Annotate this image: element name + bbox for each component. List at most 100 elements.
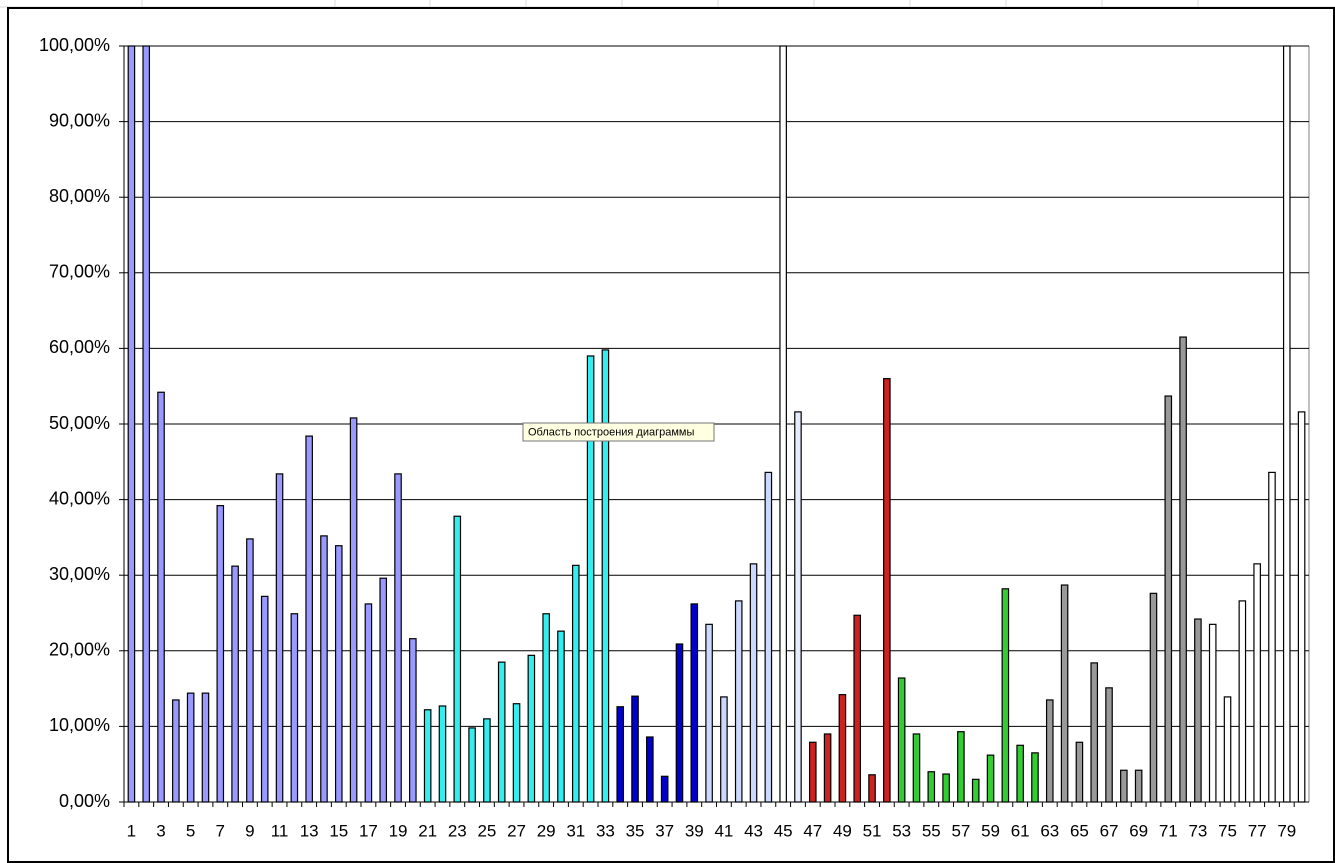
x-tick-label: 5	[186, 821, 195, 840]
bar	[527, 654, 536, 803]
bar	[971, 778, 980, 803]
bar	[1297, 411, 1306, 803]
bar	[601, 349, 610, 803]
bar	[290, 613, 299, 803]
bar	[1045, 699, 1054, 803]
bar	[542, 613, 550, 803]
bar	[1268, 471, 1276, 803]
bar	[305, 435, 313, 803]
bar	[868, 774, 876, 803]
bar	[838, 694, 847, 803]
bar	[779, 45, 787, 803]
tooltip-box	[522, 422, 715, 442]
x-tick-label: 57	[951, 821, 970, 840]
bar	[705, 623, 713, 803]
bar	[157, 391, 165, 803]
bar	[453, 515, 462, 803]
bar	[320, 535, 328, 803]
bar	[764, 471, 773, 803]
bar	[808, 741, 817, 803]
x-tick-label: 43	[744, 821, 763, 840]
bar	[571, 564, 580, 803]
x-tick-label: 47	[803, 821, 822, 840]
x-tick-label: 25	[477, 821, 496, 840]
x-tick-label: 35	[626, 821, 645, 840]
bar	[883, 378, 891, 803]
y-tick-label: 0,00%	[59, 791, 110, 811]
bar	[497, 661, 506, 803]
x-tick-label: 51	[863, 821, 882, 840]
x-tick-label: 61	[1011, 821, 1030, 840]
bar	[142, 45, 151, 803]
bar	[1001, 588, 1010, 803]
x-tick-label: 67	[1100, 821, 1119, 840]
bar	[749, 563, 758, 803]
bar	[1238, 600, 1247, 803]
bar	[986, 754, 995, 803]
x-tick-label: 9	[245, 821, 254, 840]
bar	[186, 692, 195, 803]
bar	[957, 731, 965, 803]
x-tick-label: 17	[359, 821, 378, 840]
x-tick-label: 71	[1159, 821, 1178, 840]
sheet-grid	[0, 0, 1335, 8]
x-tick-label: 69	[1129, 821, 1148, 840]
x-tick-label: 13	[300, 821, 319, 840]
y-tick-label: 90,00%	[49, 110, 110, 130]
bar	[512, 703, 521, 803]
bar	[675, 643, 684, 803]
tooltip-text: Область построения диаграммы	[528, 426, 694, 438]
y-tick-label: 80,00%	[49, 186, 110, 206]
bar	[646, 736, 654, 803]
x-tick-label: 31	[566, 821, 585, 840]
x-tick-label: 53	[892, 821, 911, 840]
bar	[1090, 662, 1099, 803]
bar	[794, 411, 802, 803]
x-tick-label: 49	[833, 821, 852, 840]
y-tick-label: 20,00%	[49, 640, 110, 660]
x-tick-label: 37	[655, 821, 674, 840]
bar	[483, 718, 491, 803]
x-tick-label: 3	[156, 821, 165, 840]
bar	[423, 709, 432, 803]
bar	[1060, 584, 1069, 803]
x-tick-label: 15	[329, 821, 348, 840]
y-tick-label: 60,00%	[49, 337, 110, 357]
x-tick-label: 39	[685, 821, 704, 840]
x-tick-label: 63	[1040, 821, 1059, 840]
bar	[1075, 741, 1084, 803]
bar	[1223, 696, 1232, 803]
bar	[734, 600, 743, 803]
tooltip: Область построения диаграммы	[522, 422, 715, 442]
x-tick-label: 41	[714, 821, 733, 840]
bar	[912, 733, 921, 803]
x-tick-label: 11	[271, 821, 289, 840]
bar	[1016, 744, 1024, 803]
bar	[1105, 687, 1113, 803]
y-tick-label: 10,00%	[49, 715, 110, 735]
bar	[942, 773, 950, 803]
bar	[1134, 769, 1143, 803]
bar	[379, 577, 388, 803]
bar	[690, 603, 699, 803]
bar	[409, 638, 417, 803]
y-tick-label: 40,00%	[49, 488, 110, 508]
bar	[364, 603, 373, 803]
bar	[557, 630, 565, 803]
bar	[127, 45, 136, 803]
bar	[631, 695, 639, 803]
bar	[231, 565, 239, 803]
y-tick-label: 30,00%	[49, 564, 110, 584]
x-tick-label: 79	[1277, 821, 1296, 840]
bar	[1120, 769, 1128, 803]
bar	[1149, 592, 1158, 803]
bar	[1179, 336, 1187, 803]
x-tick-label: 59	[981, 821, 1000, 840]
bar	[349, 417, 358, 803]
bar	[394, 473, 402, 803]
x-tick-label: 73	[1188, 821, 1207, 840]
x-tick-label: 65	[1070, 821, 1089, 840]
bar	[1194, 618, 1202, 803]
x-tick-label: 27	[507, 821, 526, 840]
bar	[616, 706, 625, 803]
